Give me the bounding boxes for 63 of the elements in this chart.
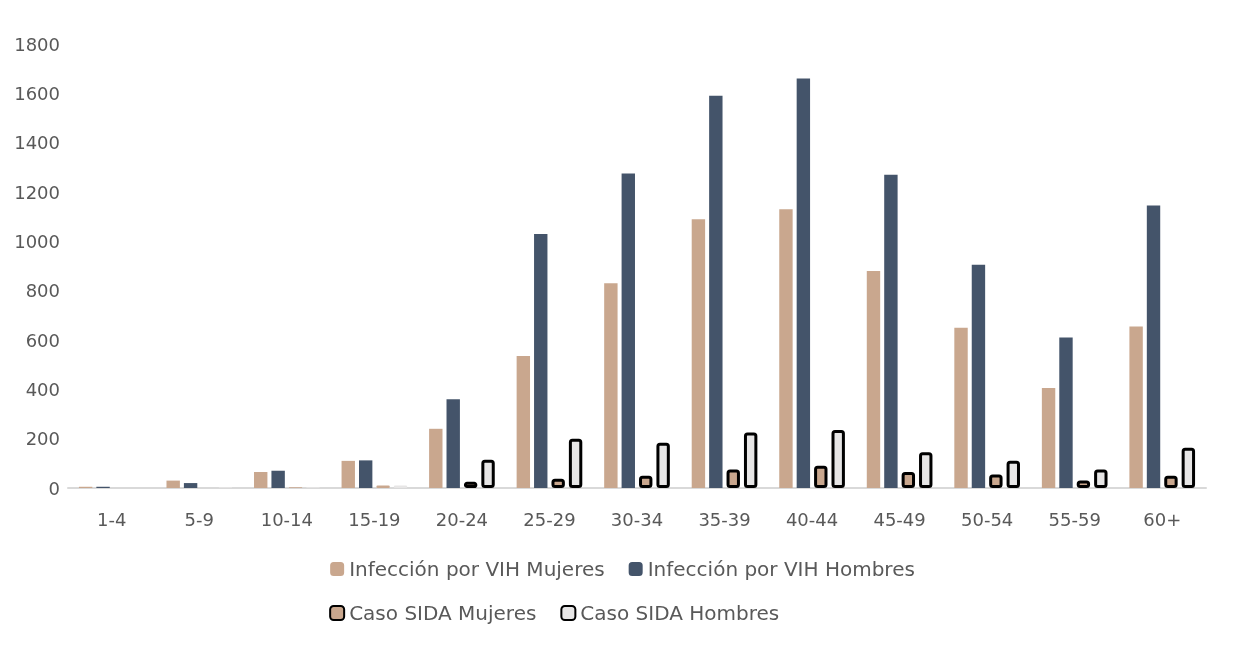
x-tick-label: 55-59 <box>1048 508 1101 530</box>
bar <box>568 438 583 488</box>
bar <box>1059 337 1073 488</box>
bar <box>971 264 986 488</box>
bar <box>709 95 723 488</box>
y-tick-label: 800 <box>25 280 60 302</box>
x-tick-label: 50-54 <box>961 508 1014 530</box>
bar <box>1181 447 1196 488</box>
bar <box>831 430 845 488</box>
bar <box>919 452 933 488</box>
bar <box>1146 205 1161 488</box>
bar <box>358 460 373 488</box>
legend-label: Infección por VIH Mujeres <box>349 557 605 581</box>
y-tick-label: 1600 <box>14 82 60 104</box>
x-tick-label: 20-24 <box>435 508 489 530</box>
bar <box>796 78 811 488</box>
bar <box>446 399 460 488</box>
x-tick-label: 10-14 <box>260 508 313 530</box>
bar <box>814 465 828 488</box>
bar <box>726 469 740 488</box>
bar <box>1094 469 1108 488</box>
bar <box>866 270 881 488</box>
x-tick-label: 15-19 <box>348 508 401 530</box>
y-tick-label: 1000 <box>14 230 60 252</box>
bar <box>166 480 180 488</box>
bar <box>884 174 898 488</box>
y-tick-label: 1800 <box>14 33 60 55</box>
bar <box>656 442 670 488</box>
bar <box>621 173 635 488</box>
y-tick-label: 1400 <box>14 132 60 154</box>
y-tick-label: 600 <box>25 329 60 351</box>
bar <box>271 470 285 488</box>
bar <box>481 459 495 488</box>
bar <box>901 471 916 488</box>
y-tick-label: 400 <box>25 378 60 400</box>
bar <box>743 432 758 488</box>
y-tick-label: 0 <box>48 477 60 499</box>
x-tick-label: 25-29 <box>523 508 576 530</box>
x-tick-label: 1-4 <box>97 508 127 530</box>
legend-label: Caso SIDA Hombres <box>580 601 780 625</box>
x-tick-label: 45-49 <box>873 508 926 530</box>
x-tick-label: 40-44 <box>785 508 839 530</box>
x-tick-label: 5-9 <box>184 508 215 530</box>
bar <box>691 219 706 488</box>
legend-label: Infección por VIH Hombres <box>647 557 915 581</box>
y-tick-label: 200 <box>25 428 60 450</box>
bar <box>341 460 355 488</box>
bar <box>429 428 443 488</box>
x-tick-label: 30-34 <box>610 508 664 530</box>
bar <box>604 283 618 488</box>
bar <box>1129 326 1143 488</box>
bar <box>534 233 548 488</box>
bar <box>1041 388 1056 488</box>
bar <box>183 483 198 488</box>
bar <box>954 327 968 488</box>
bar <box>254 471 268 488</box>
y-tick-label: 1200 <box>14 181 60 203</box>
legend-label: Caso SIDA Mujeres <box>349 601 537 625</box>
x-tick-label: 60+ <box>1143 508 1182 530</box>
bar <box>779 209 793 488</box>
bar <box>1006 460 1020 488</box>
bar <box>516 356 531 488</box>
x-tick-label: 35-39 <box>698 508 751 530</box>
